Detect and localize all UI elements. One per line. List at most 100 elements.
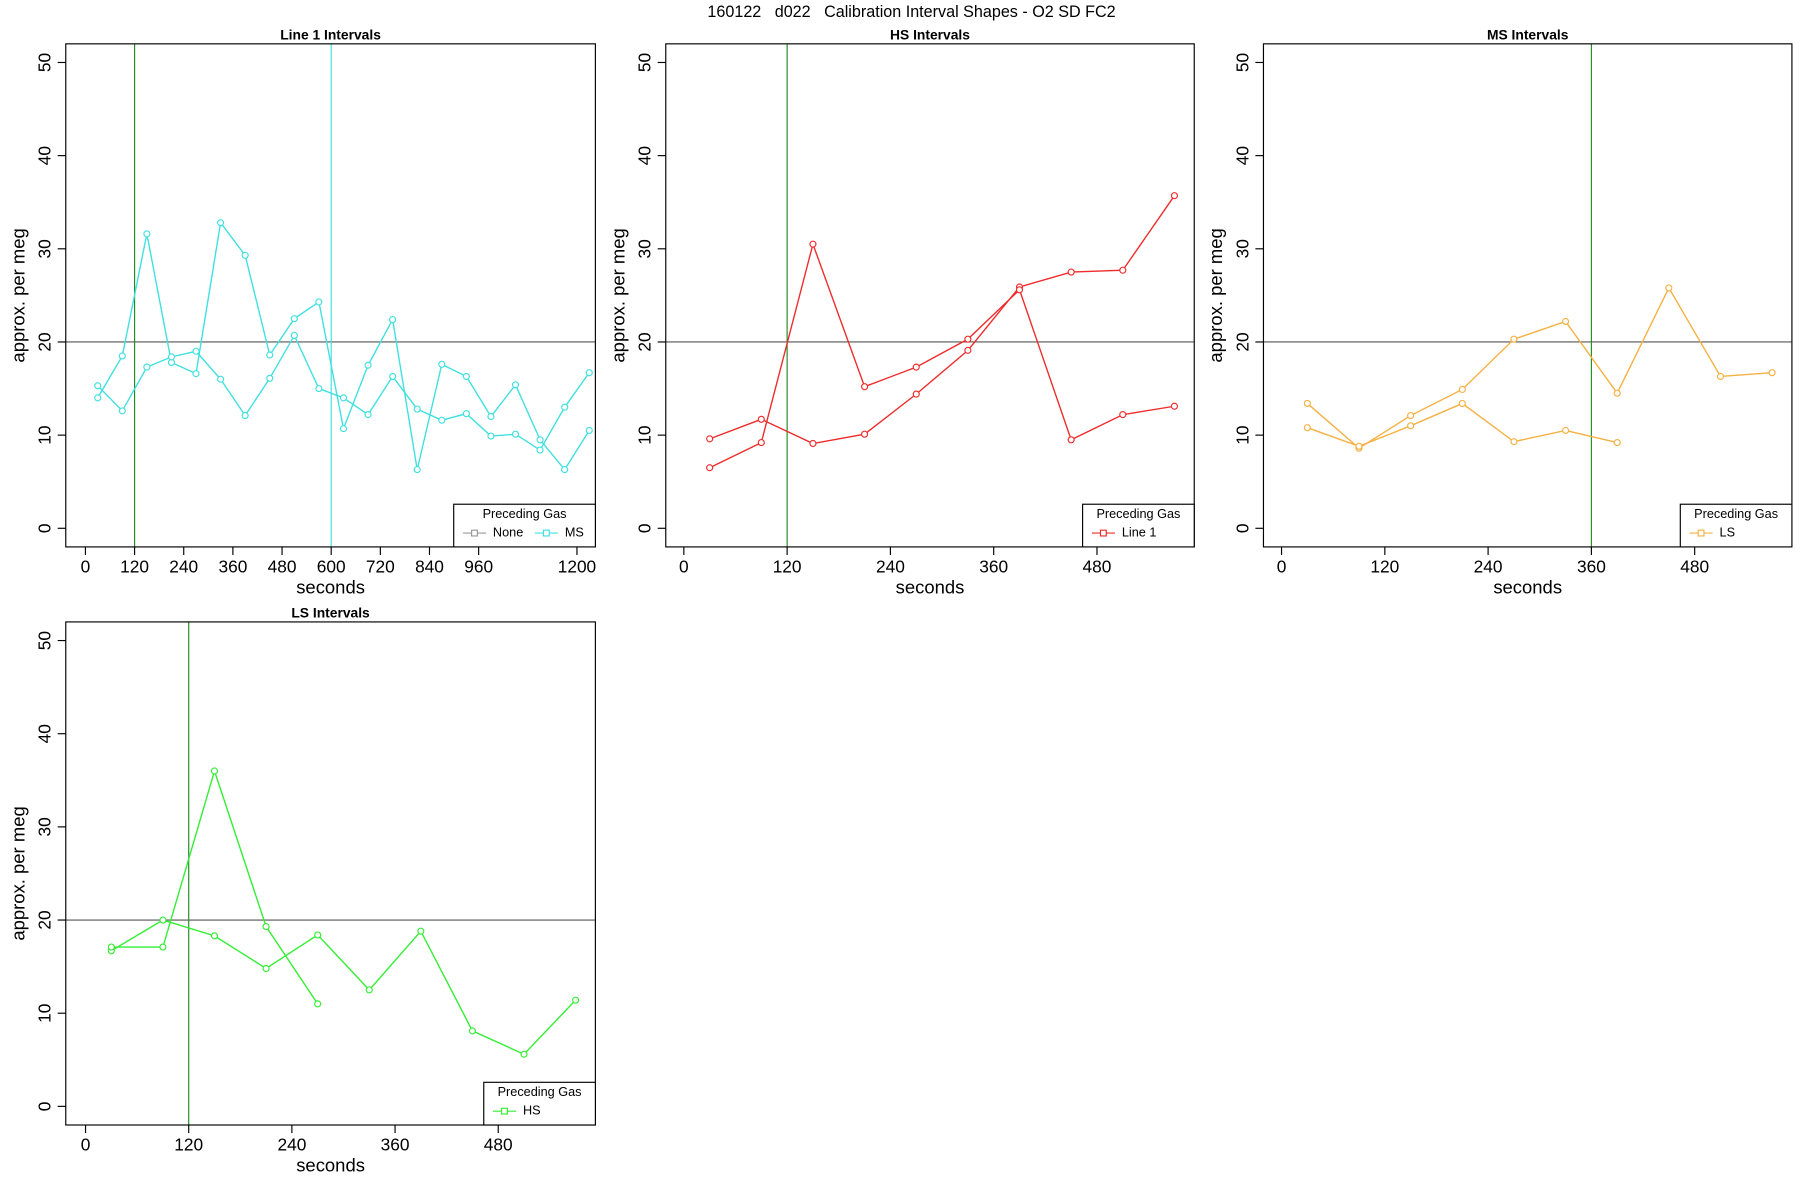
- x-tick-label: 600: [317, 556, 346, 576]
- y-tick-label: 20: [35, 910, 55, 929]
- y-axis-label: approx. per meg: [7, 806, 28, 940]
- x-tick-label: 960: [464, 556, 493, 576]
- x-tick-label: 480: [1680, 556, 1709, 576]
- data-point: [339, 394, 348, 402]
- data-point: [241, 411, 249, 420]
- data-point: [413, 466, 421, 474]
- series-line: [709, 241, 1175, 469]
- y-tick-label: 30: [1232, 239, 1252, 258]
- x-tick-label: 720: [366, 556, 395, 576]
- x-tick-label: 1200: [558, 556, 596, 576]
- data-point: [1613, 389, 1621, 397]
- data-point: [315, 298, 323, 306]
- data-point: [217, 375, 225, 383]
- data-point: [1067, 436, 1075, 444]
- y-tick-label: 30: [35, 817, 55, 836]
- data-point: [1407, 422, 1415, 430]
- data-point: [1170, 192, 1179, 200]
- x-axis-label: seconds: [896, 576, 965, 597]
- x-tick-label: 0: [1277, 556, 1287, 576]
- data-point: [520, 1050, 528, 1058]
- data-point: [364, 411, 372, 419]
- data-point: [314, 1000, 322, 1008]
- series-line: [110, 919, 577, 1056]
- data-point: [861, 430, 869, 438]
- data-point: [94, 394, 102, 402]
- data-point: [462, 410, 470, 418]
- data-point: [241, 251, 249, 259]
- data-point: [964, 335, 972, 343]
- series-line: [709, 195, 1175, 445]
- x-tick-label: 120: [174, 1134, 203, 1154]
- data-point: [118, 407, 126, 415]
- x-tick-label: 480: [268, 556, 297, 576]
- legend-label: LS: [1720, 525, 1736, 539]
- data-point: [1716, 372, 1725, 381]
- legend: Preceding Gas LS: [1679, 503, 1793, 548]
- data-point: [1561, 426, 1570, 435]
- y-tick-label: 20: [1232, 332, 1252, 351]
- data-point: [94, 382, 102, 390]
- x-tick-label: 480: [484, 1134, 513, 1154]
- y-axis-label: approx. per meg: [607, 228, 628, 362]
- y-tick-label: 10: [635, 426, 655, 445]
- x-tick-label: 120: [120, 556, 149, 576]
- y-tick-label: 10: [35, 426, 55, 445]
- x-tick-label: 240: [277, 1134, 306, 1154]
- data-point: [861, 383, 869, 391]
- legend-box: [1082, 503, 1195, 548]
- data-point: [389, 372, 397, 381]
- x-tick-label: 120: [773, 556, 802, 576]
- data-point: [1067, 268, 1075, 276]
- y-tick-label: 30: [635, 239, 655, 258]
- y-tick-label: 50: [35, 631, 55, 650]
- data-point: [1303, 424, 1311, 432]
- data-point: [1613, 439, 1621, 447]
- panel-title: HS Intervals: [890, 26, 970, 42]
- data-point: [1768, 369, 1776, 377]
- y-tick-label: 20: [35, 332, 55, 351]
- data-point: [1458, 399, 1466, 408]
- data-point: [262, 922, 270, 931]
- y-tick-label: 0: [35, 523, 55, 533]
- data-point: [315, 384, 323, 393]
- data-point: [1119, 411, 1127, 419]
- data-point: [572, 996, 580, 1004]
- legend-marker: [501, 1107, 508, 1115]
- data-point: [262, 964, 270, 973]
- data-point: [192, 370, 200, 378]
- data-point: [487, 432, 495, 440]
- legend-label: MS: [565, 525, 584, 539]
- panel-title: MS Intervals: [1487, 26, 1569, 42]
- y-tick-label: 40: [1232, 146, 1252, 165]
- data-point: [511, 430, 520, 438]
- y-axis-label: approx. per meg: [1205, 228, 1226, 362]
- x-tick-label: 360: [381, 1134, 410, 1154]
- legend: Preceding Gas HS: [483, 1081, 596, 1126]
- data-point: [1170, 402, 1179, 410]
- legend-marker: [471, 529, 478, 537]
- x-tick-label: 120: [1370, 556, 1399, 576]
- plot-frame: [65, 43, 596, 548]
- data-point: [438, 416, 446, 424]
- x-tick-label: 840: [415, 556, 444, 576]
- legend-box: [1679, 503, 1793, 548]
- data-point: [585, 369, 593, 377]
- data-point: [706, 464, 714, 472]
- plot-frame: [665, 43, 1195, 548]
- y-tick-label: 0: [635, 523, 655, 533]
- data-point: [217, 219, 225, 227]
- x-tick-label: 0: [81, 556, 91, 576]
- data-point: [364, 361, 372, 369]
- y-tick-label: 40: [35, 146, 55, 165]
- y-tick-label: 20: [635, 332, 655, 351]
- x-tick-label: 360: [218, 556, 247, 576]
- panel-title: LS Intervals: [291, 605, 370, 621]
- legend: Preceding Gas None MS: [453, 503, 596, 548]
- y-tick-label: 10: [35, 1004, 55, 1023]
- data-point: [210, 932, 219, 940]
- data-point: [468, 1027, 477, 1035]
- data-point: [159, 943, 167, 951]
